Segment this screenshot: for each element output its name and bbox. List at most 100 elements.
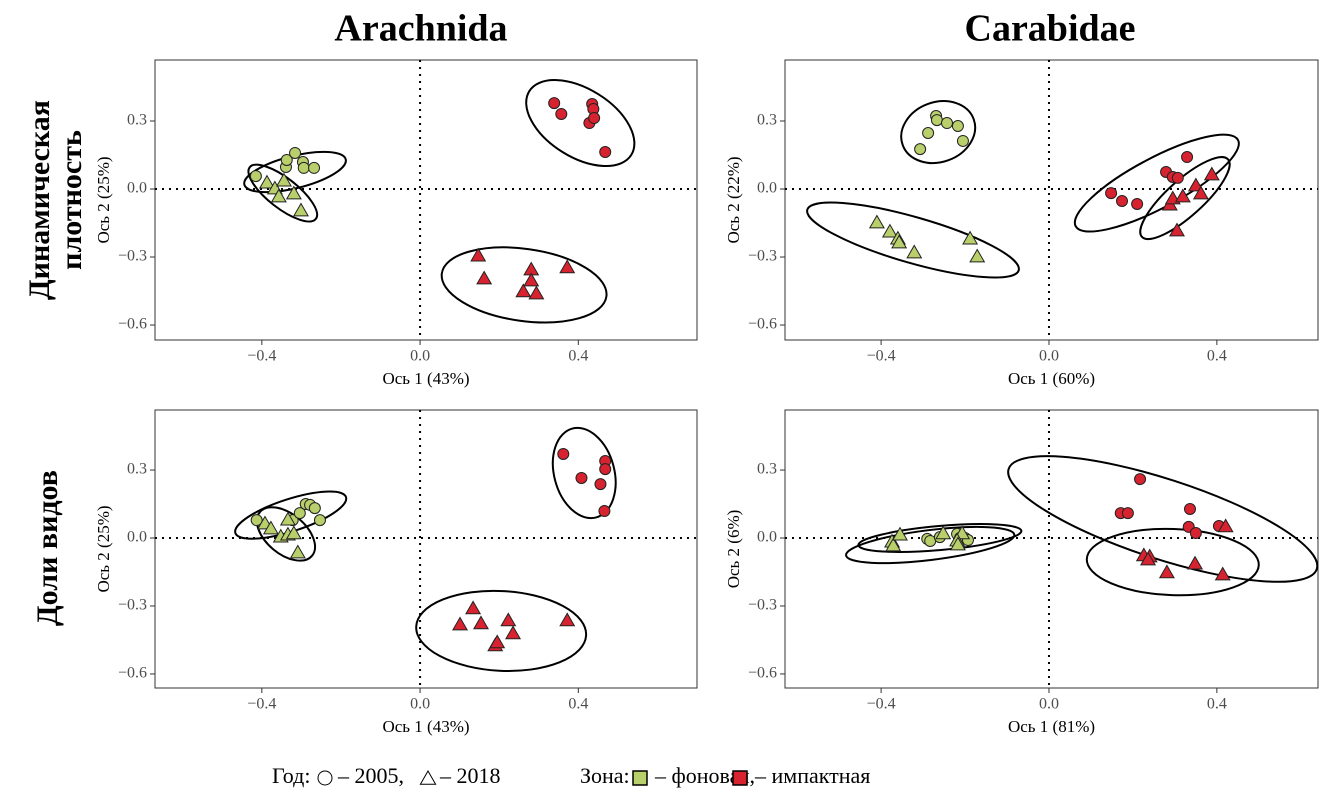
x-tick-label: −0.4 [867,348,896,365]
legend-label: Зона: [580,763,630,788]
legend-text: – 2005, [337,763,404,788]
point [1134,473,1147,486]
y-axis-label: Ось 2 (6%) [724,510,743,589]
y-tick-label: 0.0 [127,180,147,197]
y-tick-label: −0.3 [118,597,147,614]
point [962,230,979,245]
point [892,526,908,541]
y-tick-label: 0.3 [757,461,777,478]
point [575,471,588,484]
y-axis-label: Ось 2 (25%) [94,505,113,592]
point [515,283,532,298]
point [559,259,576,274]
legend-marker [317,770,333,786]
ellipse [525,79,636,168]
point [476,270,493,285]
ellipse [440,246,608,324]
y-tick-label: 0.0 [757,180,777,197]
x-tick-label: 0.0 [410,696,430,713]
y-tick-label: 0.3 [127,112,147,129]
x-tick-label: 0.4 [568,696,588,713]
point [297,161,310,174]
y-tick-label: −0.3 [748,248,777,265]
y-tick-label: 0.3 [757,112,777,129]
y-tick-label: −0.6 [118,316,147,333]
legend-text: – импактная [754,763,870,788]
plot-frame [154,409,698,689]
y-tick-label: 0.3 [127,461,147,478]
point [285,185,302,200]
ellipse [845,525,1016,565]
ellipse [806,201,1020,279]
y-axis-label: Ось 2 (22%) [724,156,743,243]
point [598,505,611,518]
x-tick-label: −0.4 [867,696,896,713]
y-tick-label: −0.3 [118,248,147,265]
point [881,223,898,238]
point [293,507,306,520]
ellipse [247,163,319,223]
point [956,134,969,147]
point [949,536,966,551]
ellipse [1085,527,1260,597]
point [275,172,292,187]
point [473,615,489,630]
point [1192,185,1209,200]
point [528,285,545,300]
point [1183,503,1196,516]
point [906,244,923,259]
point [930,114,943,127]
point [594,478,607,491]
x-tick-label: 0.0 [410,348,430,365]
x-axis-label: Ось 1 (43%) [382,717,469,736]
point [1158,564,1175,579]
point [1187,555,1204,570]
y-axis-label: Ось 2 (25%) [94,156,113,243]
point [868,214,885,229]
point [500,612,517,627]
point [1187,177,1204,192]
y-tick-label: −0.6 [748,316,777,333]
point [940,117,953,130]
y-tick-label: −0.6 [748,665,777,682]
point [1181,151,1194,164]
point [249,170,262,183]
legend-swatch [632,770,648,786]
x-axis-label: Ось 1 (81%) [1008,717,1095,736]
x-tick-label: 0.4 [1207,348,1227,365]
point [1203,166,1220,181]
point [1168,222,1185,237]
point [452,616,469,631]
point [470,247,487,262]
point [885,537,902,552]
point [489,634,506,649]
point [465,600,482,615]
plot-frame [154,59,698,341]
x-tick-label: 0.4 [1207,696,1227,713]
point [250,514,263,527]
point [557,447,570,460]
legend-text: – 2018 [439,763,501,788]
plot-frame [784,59,1319,341]
x-axis-label: Ось 1 (60%) [1008,369,1095,388]
point [308,502,321,515]
point [1121,507,1134,520]
column-title: Arachnida [334,8,507,50]
point [1131,197,1144,210]
point [292,202,309,217]
y-tick-label: 0.0 [757,529,777,546]
legend-swatch [732,770,748,786]
point [1217,518,1234,533]
y-tick-label: 0.0 [127,529,147,546]
point [289,146,302,159]
point [588,112,601,125]
row-title: Динамическая [23,100,56,300]
point [1171,171,1184,184]
point [505,625,522,640]
ellipse [1007,455,1319,583]
ellipse [551,426,617,520]
point [1140,551,1157,566]
row-title: плотность [55,130,88,270]
point [279,511,296,526]
plot-frame [784,409,1319,689]
